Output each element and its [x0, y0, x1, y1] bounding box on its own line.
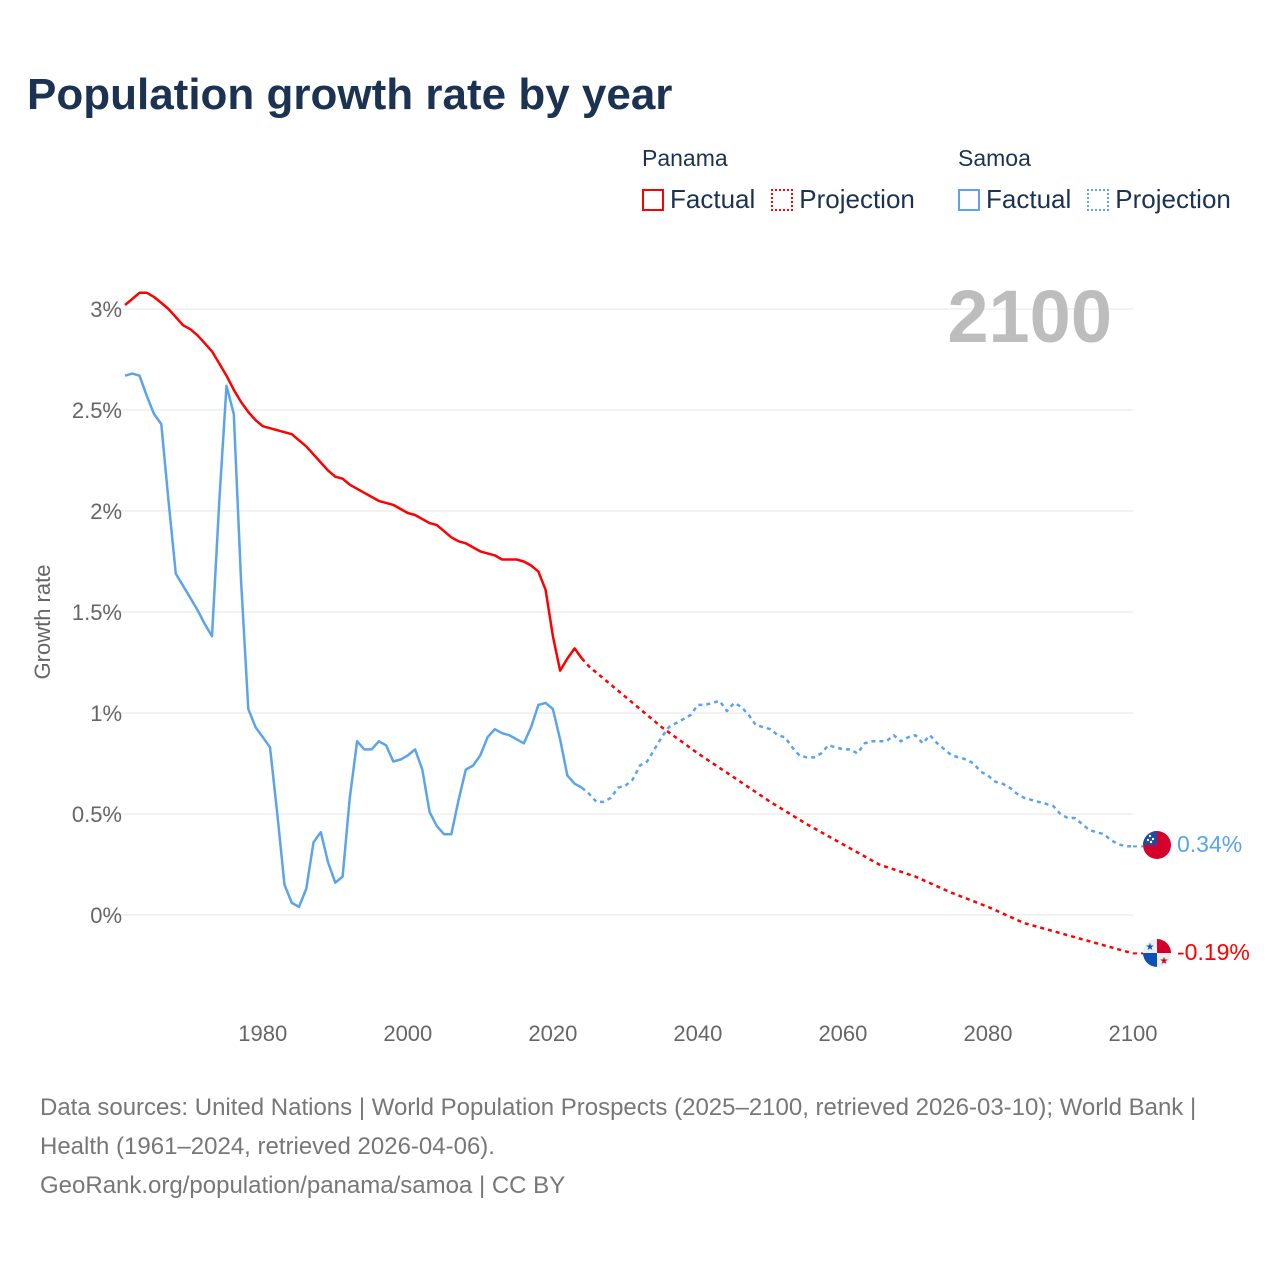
legend-group-name: Samoa: [958, 145, 1031, 171]
panama-flag-icon: ★★: [1143, 939, 1171, 967]
samoa-end-label: 0.34%: [1177, 831, 1242, 857]
x-tick-label: 1980: [238, 1021, 287, 1046]
y-tick-label: 1%: [90, 701, 122, 726]
legend-item-samoa-factual[interactable]: Factual: [958, 184, 1071, 215]
series-line-panama-projection: [580, 657, 1134, 955]
legend-item-panama-factual[interactable]: Factual: [642, 184, 755, 215]
legend-panama: Panama Factual Projection: [642, 145, 915, 215]
solid-swatch-icon: [958, 188, 980, 211]
legend-samoa: Samoa Factual Projection: [958, 145, 1231, 215]
legend-label: Factual: [670, 184, 756, 214]
y-tick-label: 1.5%: [72, 600, 122, 625]
dotted-swatch-icon: [1087, 188, 1110, 211]
x-tick-label: 2020: [528, 1021, 577, 1046]
sources-text: Data sources: United Nations | World Pop…: [40, 1094, 1197, 1160]
series-line-panama-factual: [124, 291, 583, 672]
svg-text:★: ★: [1160, 956, 1169, 967]
legend-label: Projection: [1115, 184, 1231, 214]
legend-label: Projection: [799, 184, 915, 214]
series-line-samoa-factual: [124, 372, 583, 909]
chart-title: Population growth rate by year: [27, 70, 673, 119]
legend-item-panama-projection[interactable]: Projection: [771, 184, 915, 215]
legend-label: Factual: [986, 184, 1072, 214]
y-axis-label: Growth rate: [30, 565, 55, 680]
year-overlay: 2100: [947, 275, 1112, 358]
x-tick-label: 2060: [818, 1021, 867, 1046]
y-tick-label: 2%: [90, 499, 122, 524]
svg-text:★: ★: [1146, 942, 1155, 953]
y-tick-label: 0%: [90, 903, 122, 928]
panama-end-label: -0.19%: [1177, 939, 1250, 965]
chart-area: 0% 0.5% 1% 1.5% 2% 2.5% 3% 1980 2000 2020 2040 2060…: [30, 275, 1250, 1046]
x-tick-label: 2000: [383, 1021, 432, 1046]
legend-item-samoa-projection[interactable]: Projection: [1087, 184, 1231, 215]
x-tick-label: 2040: [673, 1021, 722, 1046]
y-tick-label: 3%: [90, 297, 122, 322]
series-line-samoa-projection: [581, 699, 1133, 848]
dotted-swatch-icon: [771, 188, 794, 211]
x-tick-label: 2080: [963, 1021, 1012, 1046]
data-sources: Data sources: United Nations | World Pop…: [40, 1088, 1240, 1205]
legend-group-name: Panama: [642, 145, 728, 171]
x-tick-label: 2100: [1109, 1021, 1158, 1046]
attribution-link[interactable]: GeoRank.org/population/panama/samoa | CC…: [40, 1172, 566, 1199]
solid-swatch-icon: [642, 188, 664, 211]
y-tick-label: 2.5%: [72, 398, 122, 423]
y-tick-label: 0.5%: [72, 802, 122, 827]
samoa-flag-icon: [1143, 831, 1171, 859]
